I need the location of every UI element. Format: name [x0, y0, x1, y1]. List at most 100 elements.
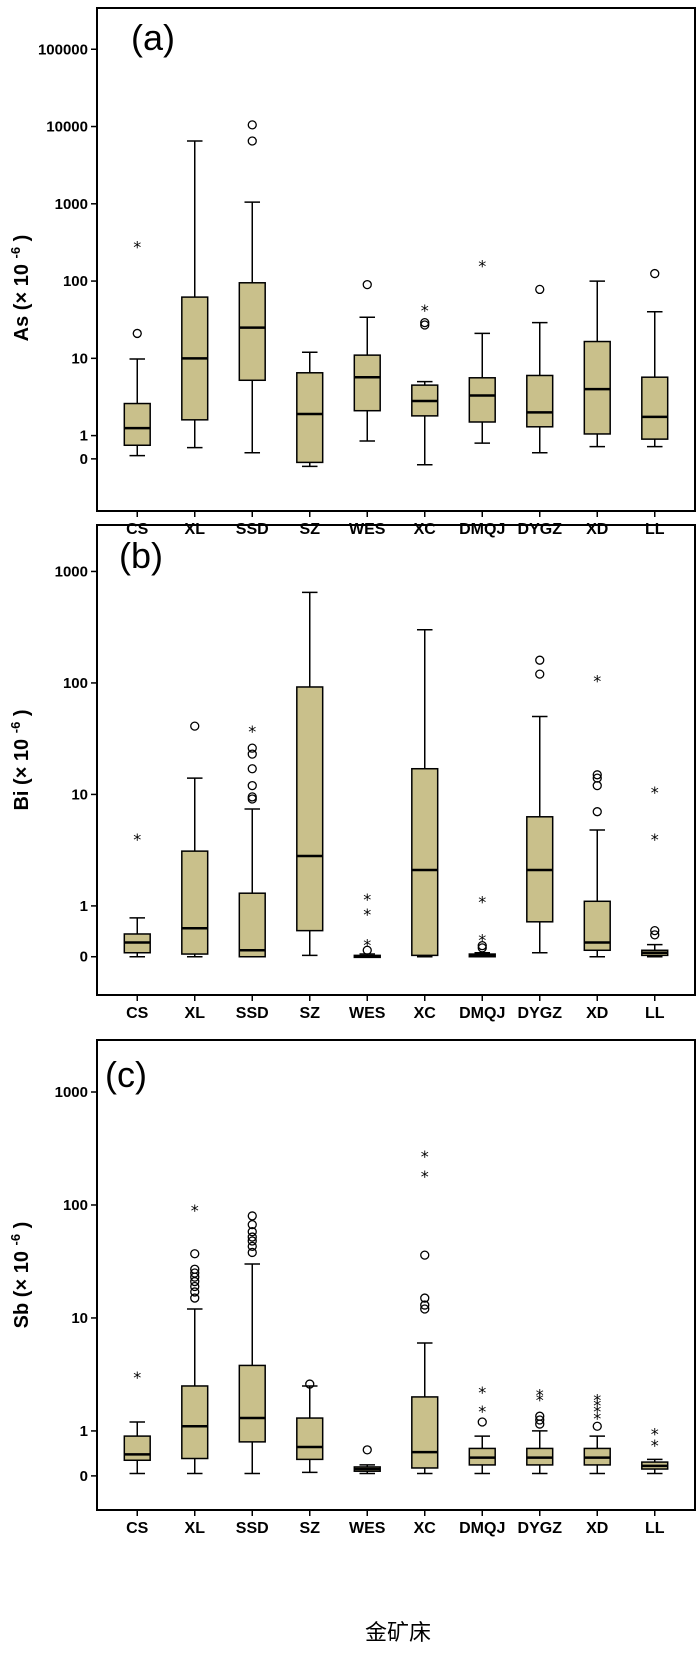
- outlier-point: [420, 1300, 430, 1310]
- extreme-point: *: [478, 892, 486, 911]
- y-axis-label: Sb (× 10 -6 ): [3, 1222, 33, 1329]
- outlier-point: [247, 792, 257, 802]
- outlier-point: [477, 941, 487, 951]
- outlier-point: [190, 1249, 200, 1259]
- outlier-point: [535, 655, 545, 665]
- extreme-point: *: [536, 1390, 544, 1409]
- box-iqr: [238, 892, 266, 958]
- boxes: **********: [123, 591, 669, 959]
- category-label: LL: [645, 1005, 665, 1022]
- outlier-point: [305, 1379, 315, 1389]
- category-label: SSD: [236, 1005, 269, 1022]
- box-LL: **: [641, 783, 669, 958]
- box-WES: [353, 279, 381, 442]
- plot-frame: [96, 1039, 696, 1511]
- y-tick-label: 0: [80, 1468, 88, 1485]
- outlier-point: [247, 743, 257, 753]
- box-LL: [641, 268, 669, 448]
- outlier-point: [247, 1227, 257, 1237]
- y-tick-label: 0: [80, 451, 88, 468]
- box-iqr: [296, 686, 324, 932]
- outlier-point: [247, 1232, 257, 1242]
- extreme-point: *: [593, 1409, 601, 1428]
- extreme-point: *: [478, 930, 486, 949]
- box-DYGZ: [526, 655, 554, 954]
- box-iqr: [181, 1385, 209, 1460]
- y-tick-label: 100: [63, 675, 88, 692]
- extreme-point: *: [593, 672, 601, 691]
- extreme-point: *: [536, 1386, 544, 1405]
- category-label: XL: [185, 521, 206, 538]
- panel-label: (c): [105, 1054, 147, 1095]
- box-iqr: [526, 374, 554, 428]
- box-iqr: [123, 1435, 151, 1462]
- y-tick-label: 1000: [55, 563, 88, 580]
- extreme-point: *: [478, 256, 486, 275]
- outlier-point: [650, 925, 660, 936]
- box-iqr: [353, 354, 381, 412]
- outlier-point: [132, 328, 142, 339]
- box-SSD: *: [238, 722, 266, 958]
- category-label: DMQJ: [459, 1520, 505, 1537]
- outlier-point: [477, 1417, 487, 1427]
- outlier-point: [190, 721, 200, 731]
- boxes: ****** ********: [123, 1147, 669, 1475]
- extreme-point: *: [191, 1201, 199, 1220]
- outlier-point: [247, 1219, 257, 1230]
- outlier-point: [535, 1411, 545, 1421]
- y-tick-label: 100: [63, 273, 88, 290]
- box-iqr: [641, 376, 669, 440]
- outlier-point: [535, 284, 545, 295]
- category-label: SZ: [300, 1005, 321, 1022]
- outlier-point: [362, 945, 372, 955]
- outlier-point: [190, 1293, 200, 1303]
- y-tick-label: 10: [71, 1310, 88, 1327]
- box-DMQJ: *: [468, 256, 496, 444]
- category-label: XC: [414, 1005, 437, 1022]
- outlier-point: [247, 1236, 257, 1246]
- panel-a: (a) As (× 10 -6 ) 1000001000010001001010…: [8, 7, 696, 538]
- box-XL: [181, 721, 209, 958]
- y-tick-label: 1: [80, 898, 88, 915]
- box-DYGZ: [526, 284, 554, 454]
- extreme-point: *: [421, 301, 429, 320]
- y-tick-label: 10000: [46, 119, 88, 136]
- box-iqr: [583, 340, 611, 435]
- category-label: SZ: [300, 1520, 321, 1537]
- box-LL: **: [641, 1424, 669, 1475]
- box-XC: [411, 628, 439, 958]
- extreme-point: *: [421, 1147, 429, 1166]
- category-label: XL: [185, 1520, 206, 1537]
- outlier-point: [420, 1250, 430, 1260]
- box-XD: *: [583, 672, 611, 958]
- box-iqr: [468, 377, 496, 423]
- y-tick-label: 1: [80, 428, 88, 445]
- panel-label: (a): [131, 17, 175, 58]
- category-label: DYGZ: [518, 1520, 563, 1537]
- outlier-point: [190, 1287, 200, 1297]
- extreme-point: *: [133, 1368, 141, 1387]
- box-WES: [353, 1445, 381, 1475]
- extreme-point: *: [651, 1424, 659, 1443]
- outlier-point: [650, 268, 660, 279]
- outlier-point: [190, 1281, 200, 1292]
- outlier-point: [592, 770, 602, 780]
- box-XD: ****: [583, 1390, 611, 1475]
- y-tick-label: 10: [71, 786, 88, 803]
- box-CS: *: [123, 238, 151, 457]
- outlier-point: [247, 1247, 257, 1258]
- category-label: SZ: [300, 521, 321, 538]
- box-iqr: [238, 282, 266, 382]
- box-SSD: [238, 1211, 266, 1475]
- extreme-point: *: [478, 1383, 486, 1402]
- panel-label: (b): [119, 535, 163, 576]
- outlier-point: [190, 1268, 200, 1278]
- box-SZ: [296, 351, 324, 468]
- outlier-point: [592, 780, 602, 791]
- box-SZ: [296, 591, 324, 957]
- category-label: WES: [349, 1005, 386, 1022]
- outlier-point: [247, 780, 257, 791]
- box-XL: *: [181, 1201, 209, 1475]
